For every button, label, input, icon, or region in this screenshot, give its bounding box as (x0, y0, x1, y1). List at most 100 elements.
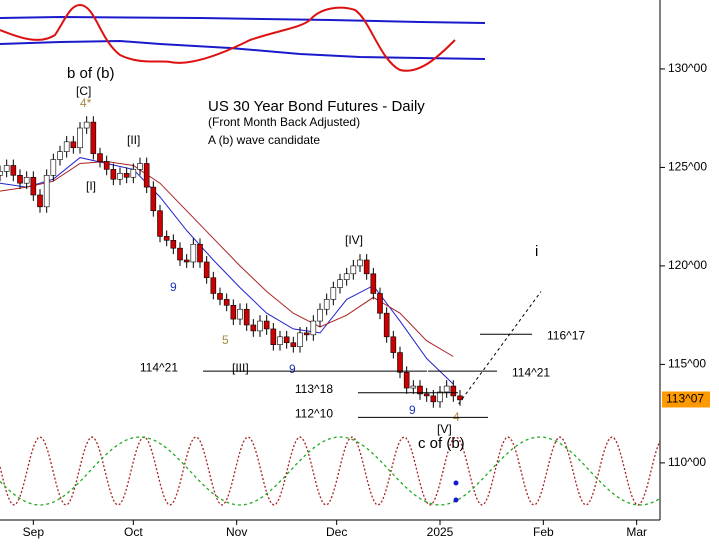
y-tick-label: 130^00 (668, 61, 707, 75)
candle-body (157, 210, 163, 237)
candle-body (217, 293, 223, 300)
candle-body (77, 127, 83, 149)
wave-label: i (535, 243, 538, 260)
candle-body (370, 273, 377, 294)
candle-body (297, 332, 303, 347)
candle-body (103, 161, 110, 170)
candle-body (190, 243, 197, 263)
cycle-short (0, 436, 661, 506)
wave-label: b of (b) (67, 65, 115, 82)
chart-subtitle: (Front Month Back Adjusted) (208, 115, 360, 129)
candle-body (30, 176, 37, 196)
candle-body (203, 261, 210, 279)
candle-body (37, 194, 43, 208)
candle-body (423, 393, 430, 397)
candle-body (283, 336, 290, 344)
candle-body (263, 320, 270, 330)
x-tick-label: Sep (23, 525, 45, 539)
count-label: 9 (409, 403, 416, 417)
candle-body (143, 163, 150, 188)
cycle-dot (453, 480, 459, 486)
candle-body (383, 312, 390, 338)
candle-body (437, 391, 443, 403)
level-label: 114^21 (140, 360, 178, 374)
candle-body (230, 305, 237, 320)
last-price-box (662, 391, 710, 408)
candle-body (17, 175, 23, 184)
candle-body (123, 173, 130, 178)
candle-body (337, 279, 343, 288)
candle-body (397, 352, 403, 373)
moving-average (0, 157, 454, 385)
candle-body (10, 165, 17, 176)
candle-body (57, 151, 63, 160)
x-tick-label: Feb (533, 525, 554, 539)
wave-label: [III] (232, 361, 249, 375)
candle-body (197, 243, 203, 263)
candle-body (210, 277, 217, 294)
candle-body (330, 287, 337, 300)
count-label: 9 (170, 280, 177, 294)
chart-title: US 30 Year Bond Futures - Daily (208, 98, 425, 115)
candle-body (163, 236, 170, 241)
band-upper (0, 15, 486, 24)
candle-body (350, 265, 357, 275)
candle-body (357, 259, 363, 267)
candle-body (277, 336, 283, 345)
candle-body (250, 324, 257, 332)
cycle-dot (453, 497, 459, 503)
candle-body (403, 371, 410, 389)
wave-label: [II] (127, 133, 140, 147)
level-label: 116^17 (547, 328, 585, 342)
last-price-label: 113^07 (666, 392, 704, 406)
candle-body (390, 336, 397, 353)
candle-body (170, 240, 177, 249)
y-tick-label: 115^00 (668, 357, 706, 371)
x-tick-label: 2025 (427, 525, 454, 539)
candle-body (83, 121, 90, 129)
level-label: 113^18 (295, 382, 333, 396)
candle-body (343, 273, 350, 280)
candle-body (63, 141, 70, 152)
band-lower (0, 39, 486, 60)
candle-body (43, 175, 50, 208)
candle-body (0, 171, 3, 176)
x-tick-label: Dec (326, 525, 347, 539)
count-label: 9 (289, 362, 296, 376)
wave-label: c of (b) (418, 435, 465, 452)
candle-body (303, 332, 310, 336)
candle-body (90, 121, 97, 154)
wave-label: [IV] (345, 233, 363, 247)
candle-body (3, 165, 10, 172)
candle-body (70, 141, 77, 149)
candle-body (457, 395, 463, 401)
candle-body (50, 159, 57, 176)
candle-body (117, 173, 123, 180)
level-label: 112^10 (295, 406, 333, 420)
count-label: 4* (80, 96, 92, 110)
candle-body (237, 308, 243, 320)
candle-body (290, 342, 297, 347)
x-tick-label: Nov (226, 525, 247, 539)
candle-body (270, 328, 277, 345)
count-label: 5 (222, 333, 229, 347)
candle-body (310, 320, 317, 336)
oscillator (0, 3, 456, 72)
candle-body (97, 153, 103, 162)
indicator-panel (0, 3, 486, 72)
candle-body (23, 176, 30, 184)
candle-body (110, 169, 117, 180)
candle-body (177, 247, 183, 261)
candle-body (243, 308, 250, 326)
candle-body (130, 169, 137, 178)
candle-body (150, 186, 157, 212)
level-label: 114^21 (512, 365, 550, 379)
candle-body (223, 299, 230, 306)
x-tick-label: Oct (124, 525, 143, 539)
candle-body (443, 385, 450, 393)
x-tick-label: Mar (626, 525, 647, 539)
y-tick-label: 110^00 (668, 455, 706, 469)
candle-body (183, 259, 190, 263)
